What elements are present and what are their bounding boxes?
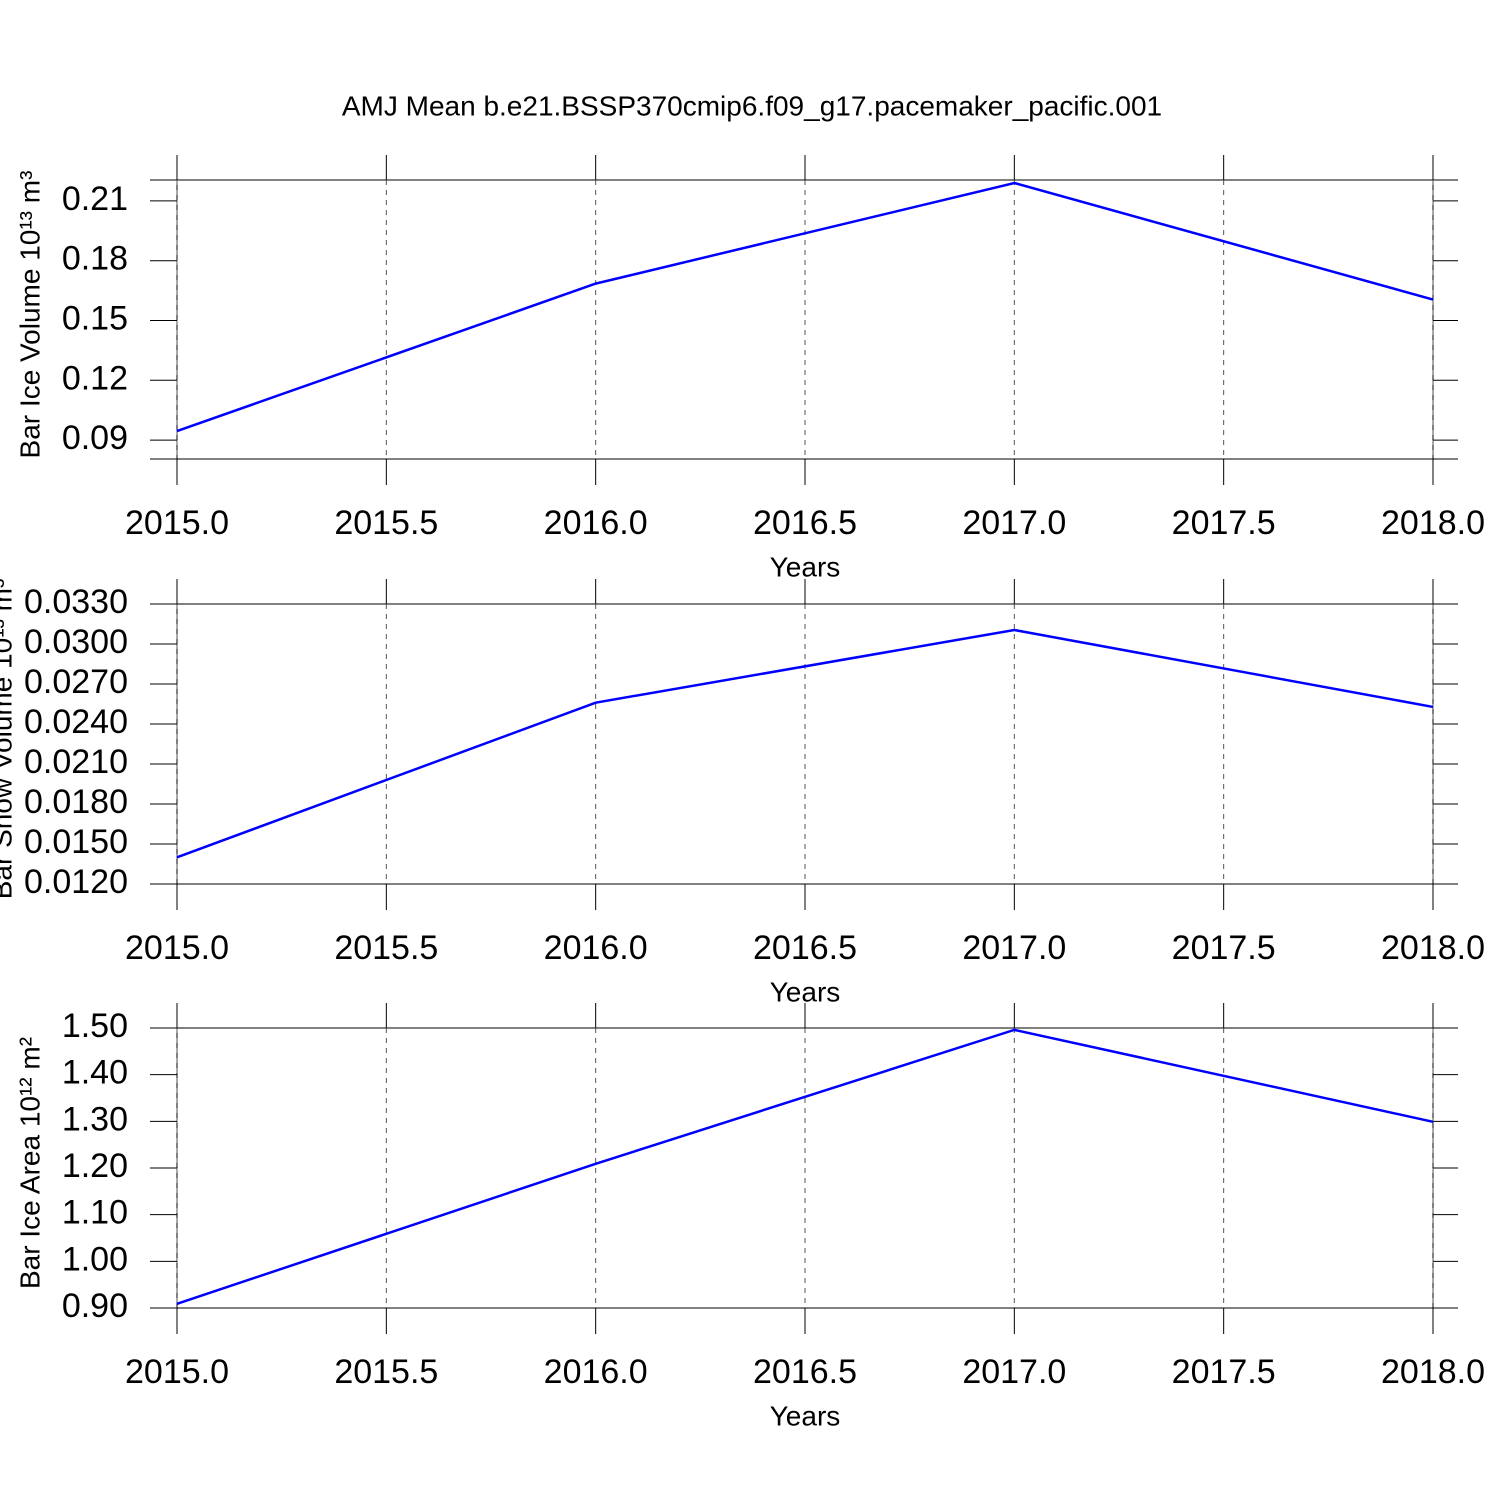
y-tick-label: 0.12	[62, 359, 128, 397]
figure-title: AMJ Mean b.e21.BSSP370cmip6.f09_g17.pace…	[342, 90, 1162, 121]
x-axis-label: Years	[770, 1400, 841, 1431]
x-axis-label: Years	[770, 551, 841, 582]
y-tick-label: 0.0210	[24, 743, 128, 781]
x-axis-label: Years	[770, 976, 841, 1007]
y-tick-label: 0.15	[62, 299, 128, 337]
y-axis-label: Bar Snow Volume 10¹³ m³	[0, 579, 17, 900]
x-tick-label: 2015.5	[334, 929, 438, 967]
y-tick-label: 0.0240	[24, 703, 128, 741]
x-tick-label: 2018.0	[1381, 929, 1485, 967]
y-axis-label: Bar Ice Volume 10¹³ m³	[14, 171, 45, 459]
y-tick-label: 0.09	[62, 419, 128, 457]
y-tick-label: 1.40	[62, 1054, 128, 1092]
x-tick-label: 2016.5	[753, 929, 857, 967]
x-tick-label: 2016.0	[544, 929, 648, 967]
x-tick-label: 2015.0	[125, 1353, 229, 1391]
y-tick-label: 0.0330	[24, 583, 128, 621]
y-tick-label: 0.90	[62, 1287, 128, 1325]
y-tick-label: 0.0150	[24, 823, 128, 861]
x-tick-label: 2016.5	[753, 1353, 857, 1391]
data-line	[176, 181, 1434, 433]
x-tick-label: 2015.5	[334, 1353, 438, 1391]
y-tick-label: 1.50	[62, 1007, 128, 1045]
x-tick-label: 2017.5	[1172, 504, 1276, 542]
x-tick-label: 2018.0	[1381, 1353, 1485, 1391]
data-line	[176, 1028, 1434, 1305]
x-tick-label: 2015.5	[334, 504, 438, 542]
y-tick-label: 1.20	[62, 1147, 128, 1185]
x-tick-label: 2017.0	[962, 929, 1066, 967]
y-tick-label: 0.18	[62, 240, 128, 278]
y-tick-label: 0.0120	[24, 863, 128, 901]
y-tick-label: 1.00	[62, 1240, 128, 1278]
x-tick-label: 2015.0	[125, 929, 229, 967]
x-tick-label: 2018.0	[1381, 504, 1485, 542]
x-tick-label: 2017.5	[1172, 1353, 1276, 1391]
y-tick-label: 0.0300	[24, 623, 128, 661]
data-line	[176, 628, 1434, 859]
x-tick-label: 2017.0	[962, 504, 1066, 542]
y-axis-label: Bar Ice Area 10¹² m²	[14, 1037, 45, 1289]
x-tick-label: 2016.0	[544, 1353, 648, 1391]
y-tick-label: 1.30	[62, 1100, 128, 1138]
x-tick-label: 2015.0	[125, 504, 229, 542]
x-tick-label: 2017.5	[1172, 929, 1276, 967]
x-tick-label: 2016.0	[544, 504, 648, 542]
y-tick-label: 0.0270	[24, 663, 128, 701]
y-tick-label: 0.21	[62, 180, 128, 218]
x-tick-label: 2016.5	[753, 504, 857, 542]
x-tick-label: 2017.0	[962, 1353, 1066, 1391]
y-tick-label: 0.0180	[24, 783, 128, 821]
y-tick-label: 1.10	[62, 1194, 128, 1232]
